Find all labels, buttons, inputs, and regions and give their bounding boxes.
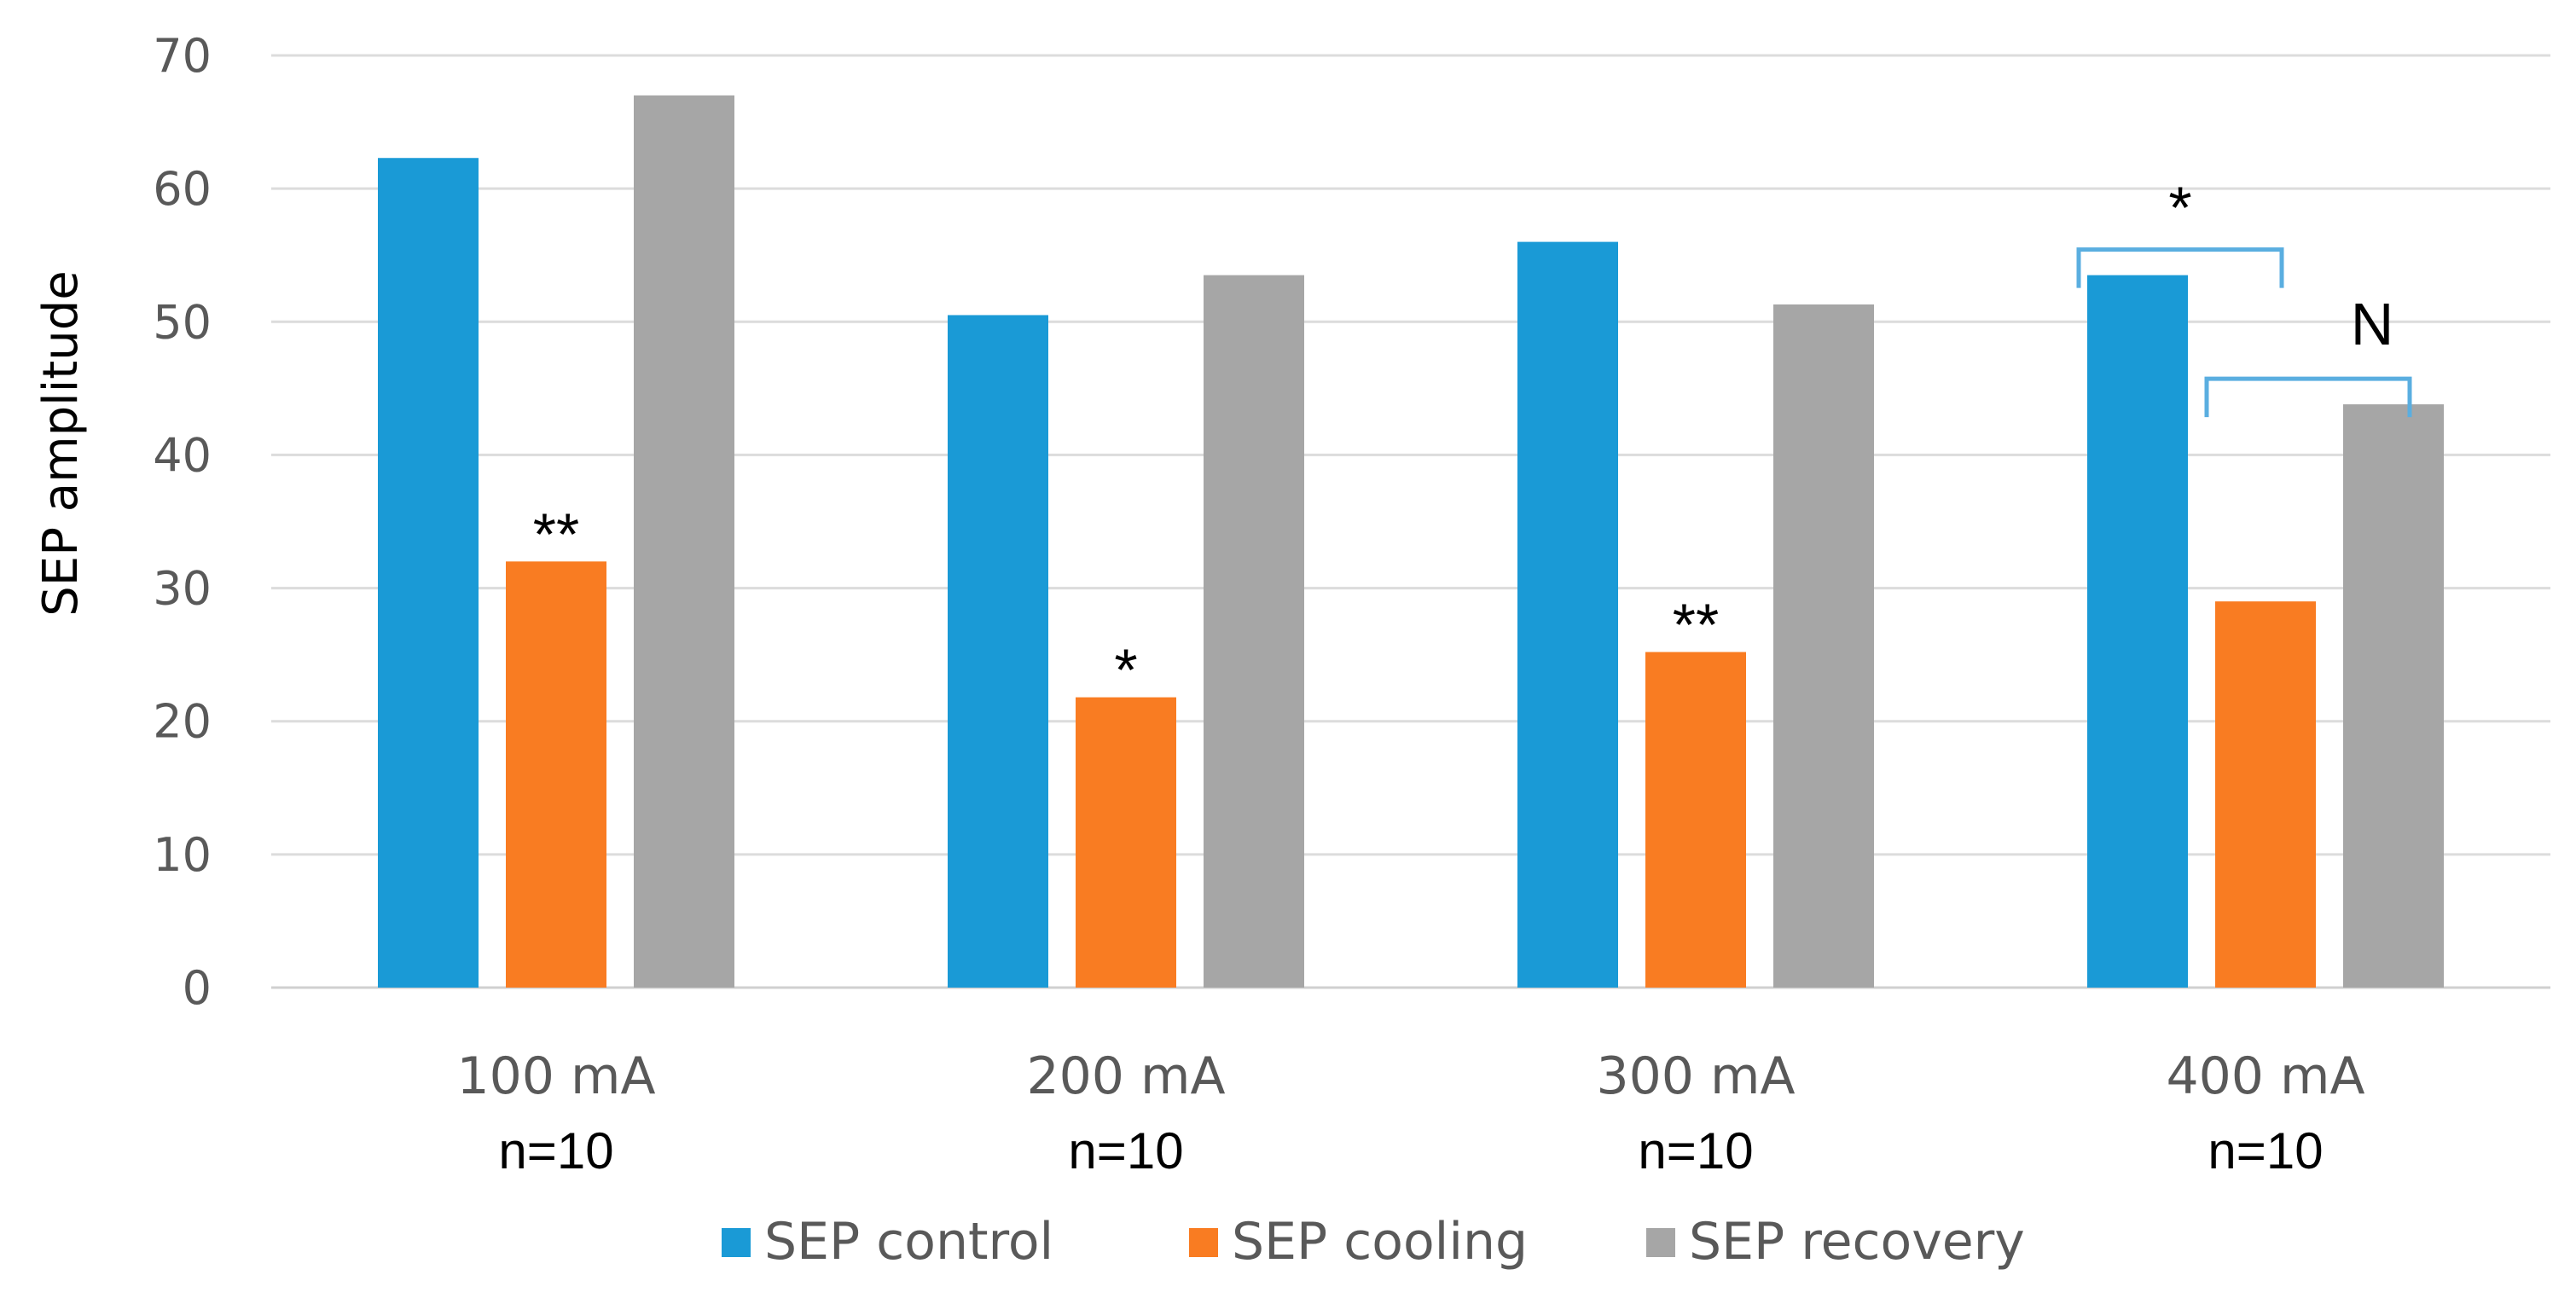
y-tick-label: 10	[153, 828, 212, 882]
bar-sep-cooling-3	[2215, 601, 2316, 988]
significance-mark: **	[1673, 592, 1719, 658]
bar-sep-control-1	[948, 315, 1048, 988]
x-category-label: 400 mA	[2166, 1046, 2364, 1106]
x-category-sublabel: n=10	[1638, 1122, 1753, 1179]
x-category-label: 300 mA	[1596, 1046, 1795, 1106]
x-category-sublabel: n=10	[1068, 1122, 1183, 1179]
y-tick-label: 30	[153, 562, 212, 616]
legend: SEP control SEP cooling SEP recovery	[722, 1212, 2025, 1272]
x-category-sublabel: n=10	[2208, 1122, 2323, 1179]
y-tick-label: 50	[153, 295, 212, 349]
y-axis-ticks: 0 10 20 30 40 50 60 70	[153, 29, 212, 1015]
bar-sep-control-0	[378, 158, 479, 988]
y-axis-label: SEP amplitude	[33, 270, 89, 616]
significance-mark: *	[2168, 175, 2191, 241]
legend-swatch	[1646, 1228, 1675, 1257]
bar-sep-cooling-0	[506, 561, 606, 988]
x-category-sublabel: n=10	[498, 1122, 613, 1179]
bar-sep-cooling-2	[1645, 652, 1746, 988]
legend-swatch	[722, 1228, 751, 1257]
x-category-label: 200 mA	[1026, 1046, 1225, 1106]
significance-mark: **	[533, 501, 579, 567]
bar-sep-recovery-1	[1204, 275, 1304, 988]
y-tick-label: 20	[153, 695, 212, 749]
significance-mark: N	[2351, 291, 2394, 357]
y-tick-label: 60	[153, 162, 212, 216]
bar-sep-recovery-0	[634, 95, 734, 988]
y-tick-label: 40	[153, 428, 212, 482]
significance-mark: *	[1114, 637, 1137, 704]
bar-sep-control-2	[1517, 241, 1618, 988]
gridlines	[271, 54, 2550, 989]
y-tick-label: 70	[153, 29, 212, 83]
legend-label: SEP recovery	[1689, 1212, 2025, 1272]
bar-sep-cooling-1	[1076, 697, 1176, 988]
bar-sep-recovery-3	[2343, 404, 2444, 988]
bars	[378, 95, 2444, 988]
significance-bracket	[2204, 376, 2412, 418]
x-category-label: 100 mA	[456, 1046, 655, 1106]
y-tick-label: 0	[183, 961, 212, 1015]
bar-sep-control-3	[2087, 275, 2188, 988]
significance-bracket	[2076, 247, 2284, 288]
legend-label: SEP control	[764, 1212, 1053, 1272]
x-axis-categories: 100 mA n=10 200 mA n=10 300 mA n=10 400 mA n=10	[456, 1046, 2364, 1179]
legend-label: SEP cooling	[1232, 1212, 1528, 1272]
bar-sep-recovery-2	[1773, 304, 1874, 988]
significance-annotations: ******N	[533, 175, 2412, 704]
legend-swatch	[1189, 1228, 1218, 1257]
